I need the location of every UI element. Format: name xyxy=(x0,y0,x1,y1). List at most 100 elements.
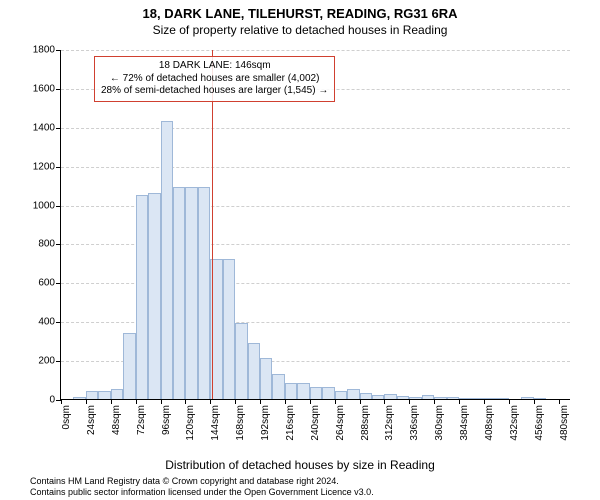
xtick-mark xyxy=(136,399,137,404)
histogram-bar xyxy=(310,387,322,399)
xtick-label: 96sqm xyxy=(161,405,172,435)
xtick-mark xyxy=(559,399,560,404)
histogram-bar xyxy=(447,397,459,399)
ytick-mark xyxy=(56,283,61,284)
xtick-label: 264sqm xyxy=(335,405,346,441)
ytick-label: 1600 xyxy=(33,83,55,94)
ytick-mark xyxy=(56,322,61,323)
xtick-label: 288sqm xyxy=(360,405,371,441)
ytick-label: 800 xyxy=(38,239,55,250)
histogram-bar xyxy=(123,333,135,399)
histogram-bar xyxy=(434,397,446,399)
chart-title: 18, DARK LANE, TILEHURST, READING, RG31 … xyxy=(0,0,600,21)
histogram-bar xyxy=(161,121,173,399)
histogram-bar xyxy=(471,398,483,399)
ytick-mark xyxy=(56,206,61,207)
histogram-bar xyxy=(235,323,247,399)
histogram-bar xyxy=(347,389,359,399)
xtick-label: 72sqm xyxy=(136,405,147,435)
xtick-mark xyxy=(534,399,535,404)
ytick-label: 200 xyxy=(38,356,55,367)
histogram-bar xyxy=(422,395,434,399)
xtick-label: 240sqm xyxy=(310,405,321,441)
xtick-mark xyxy=(185,399,186,404)
marker-line xyxy=(212,50,213,399)
histogram-bar xyxy=(248,343,260,399)
ytick-label: 0 xyxy=(49,395,55,406)
xtick-label: 384sqm xyxy=(459,405,470,441)
footer-line-1: Contains HM Land Registry data © Crown c… xyxy=(30,476,600,487)
histogram-bar xyxy=(335,391,347,399)
histogram-bar xyxy=(285,383,297,399)
ytick-mark xyxy=(56,361,61,362)
xtick-mark xyxy=(484,399,485,404)
xtick-label: 408sqm xyxy=(484,405,495,441)
gridline-h xyxy=(61,50,570,51)
histogram-bar xyxy=(173,187,185,399)
xtick-label: 336sqm xyxy=(409,405,420,441)
histogram-bar xyxy=(360,393,372,399)
ytick-mark xyxy=(56,167,61,168)
histogram-bar xyxy=(409,397,421,399)
ytick-mark xyxy=(56,128,61,129)
histogram-bar xyxy=(98,391,110,399)
xtick-label: 0sqm xyxy=(61,405,72,429)
x-axis-title: Distribution of detached houses by size … xyxy=(0,458,600,472)
histogram-bar xyxy=(484,398,496,399)
histogram-bar xyxy=(111,389,123,399)
chart-subtitle: Size of property relative to detached ho… xyxy=(0,21,600,41)
xtick-label: 432sqm xyxy=(509,405,520,441)
xtick-label: 360sqm xyxy=(434,405,445,441)
histogram-bar xyxy=(148,193,160,399)
xtick-label: 216sqm xyxy=(285,405,296,441)
xtick-mark xyxy=(235,399,236,404)
xtick-mark xyxy=(360,399,361,404)
xtick-mark xyxy=(459,399,460,404)
ytick-mark xyxy=(56,50,61,51)
ytick-mark xyxy=(56,89,61,90)
plot-area: 0200400600800100012001400160018000sqm24s… xyxy=(60,50,570,400)
callout-line-3: 28% of semi-detached houses are larger (… xyxy=(101,85,328,98)
ytick-label: 1000 xyxy=(33,200,55,211)
histogram-bar xyxy=(185,187,197,399)
histogram-bar xyxy=(260,358,272,399)
xtick-mark xyxy=(310,399,311,404)
xtick-label: 480sqm xyxy=(559,405,570,441)
xtick-mark xyxy=(434,399,435,404)
histogram-bar xyxy=(534,398,546,399)
histogram-bar xyxy=(397,396,409,399)
histogram-bar xyxy=(73,397,85,399)
histogram-bar xyxy=(521,397,533,399)
ytick-label: 400 xyxy=(38,317,55,328)
histogram-bar xyxy=(384,394,396,399)
chart-container: 18, DARK LANE, TILEHURST, READING, RG31 … xyxy=(0,0,600,500)
callout-line-1: 18 DARK LANE: 146sqm xyxy=(101,60,328,73)
ytick-label: 600 xyxy=(38,278,55,289)
xtick-label: 48sqm xyxy=(111,405,122,435)
xtick-mark xyxy=(285,399,286,404)
histogram-bar xyxy=(372,395,384,399)
histogram-bar xyxy=(223,259,235,399)
histogram-bar xyxy=(272,374,284,399)
xtick-mark xyxy=(210,399,211,404)
xtick-label: 192sqm xyxy=(260,405,271,441)
xtick-mark xyxy=(409,399,410,404)
footer-line-2: Contains public sector information licen… xyxy=(30,487,600,498)
xtick-mark xyxy=(161,399,162,404)
histogram-bar xyxy=(322,387,334,399)
xtick-mark xyxy=(61,399,62,404)
histogram-bar xyxy=(136,195,148,399)
ytick-mark xyxy=(56,244,61,245)
ytick-label: 1400 xyxy=(33,122,55,133)
xtick-label: 120sqm xyxy=(185,405,196,441)
histogram-bar xyxy=(198,187,210,399)
ytick-label: 1800 xyxy=(33,45,55,56)
histogram-bar xyxy=(297,383,309,399)
footer: Contains HM Land Registry data © Crown c… xyxy=(0,476,600,498)
callout-line-2: ← 72% of detached houses are smaller (4,… xyxy=(101,73,328,86)
xtick-mark xyxy=(86,399,87,404)
histogram-bar xyxy=(86,391,98,399)
xtick-mark xyxy=(509,399,510,404)
xtick-mark xyxy=(384,399,385,404)
xtick-label: 168sqm xyxy=(235,405,246,441)
